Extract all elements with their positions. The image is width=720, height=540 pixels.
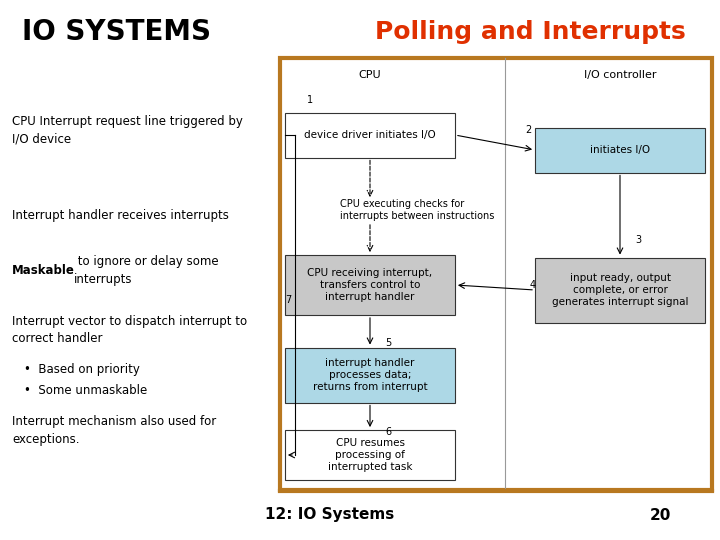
Text: to ignore or delay some
interrupts: to ignore or delay some interrupts [74, 254, 219, 286]
Bar [285, 112, 455, 158]
Text: device driver initiates I/O: device driver initiates I/O [304, 130, 436, 140]
Bar [285, 255, 455, 315]
Bar [535, 127, 705, 172]
Text: CPU Interrupt request line triggered by
I/O device: CPU Interrupt request line triggered by … [12, 114, 243, 145]
Text: IO SYSTEMS: IO SYSTEMS [22, 18, 211, 46]
Text: 3: 3 [635, 235, 641, 245]
Text: initiates I/O: initiates I/O [590, 145, 650, 155]
Text: CPU: CPU [359, 70, 382, 80]
Text: Interrupt handler receives interrupts: Interrupt handler receives interrupts [12, 208, 229, 221]
Text: CPU receiving interrupt,
transfers control to
interrupt handler: CPU receiving interrupt, transfers contr… [307, 268, 433, 302]
Text: •  Based on priority: • Based on priority [24, 363, 140, 376]
Text: 4: 4 [530, 280, 536, 290]
Text: input ready, output
complete, or error
generates interrupt signal: input ready, output complete, or error g… [552, 273, 688, 307]
Bar [280, 58, 712, 490]
Text: Maskable: Maskable [12, 264, 75, 276]
Text: I/O controller: I/O controller [584, 70, 656, 80]
Bar [285, 348, 455, 402]
Text: CPU resumes
processing of
interrupted task: CPU resumes processing of interrupted ta… [328, 438, 413, 471]
Text: Interrupt vector to dispatch interrupt to
correct handler: Interrupt vector to dispatch interrupt t… [12, 314, 247, 346]
Text: 5: 5 [385, 338, 391, 348]
Text: 12: IO Systems: 12: IO Systems [266, 508, 395, 523]
Bar [285, 430, 455, 480]
Text: Interrupt mechanism also used for
exceptions.: Interrupt mechanism also used for except… [12, 415, 216, 446]
Text: 1: 1 [307, 95, 313, 105]
Text: 20: 20 [649, 508, 671, 523]
Text: 7: 7 [285, 295, 292, 305]
Text: CPU executing checks for
interrupts between instructions: CPU executing checks for interrupts betw… [340, 199, 495, 221]
Text: •  Some unmaskable: • Some unmaskable [24, 383, 148, 396]
Text: interrupt handler
processes data;
returns from interrupt: interrupt handler processes data; return… [312, 359, 427, 392]
Text: Polling and Interrupts: Polling and Interrupts [374, 20, 685, 44]
Text: 6: 6 [385, 427, 391, 437]
Bar [535, 258, 705, 322]
Text: 2: 2 [525, 125, 531, 135]
